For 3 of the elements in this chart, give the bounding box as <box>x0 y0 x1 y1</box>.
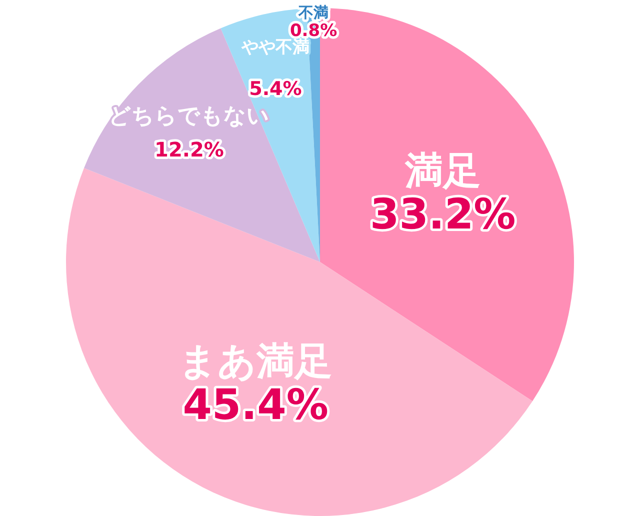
data-label: 12.2% <box>154 137 224 162</box>
data-label: 5.4% <box>249 78 302 100</box>
slice-label: まあ満足 <box>178 338 333 383</box>
